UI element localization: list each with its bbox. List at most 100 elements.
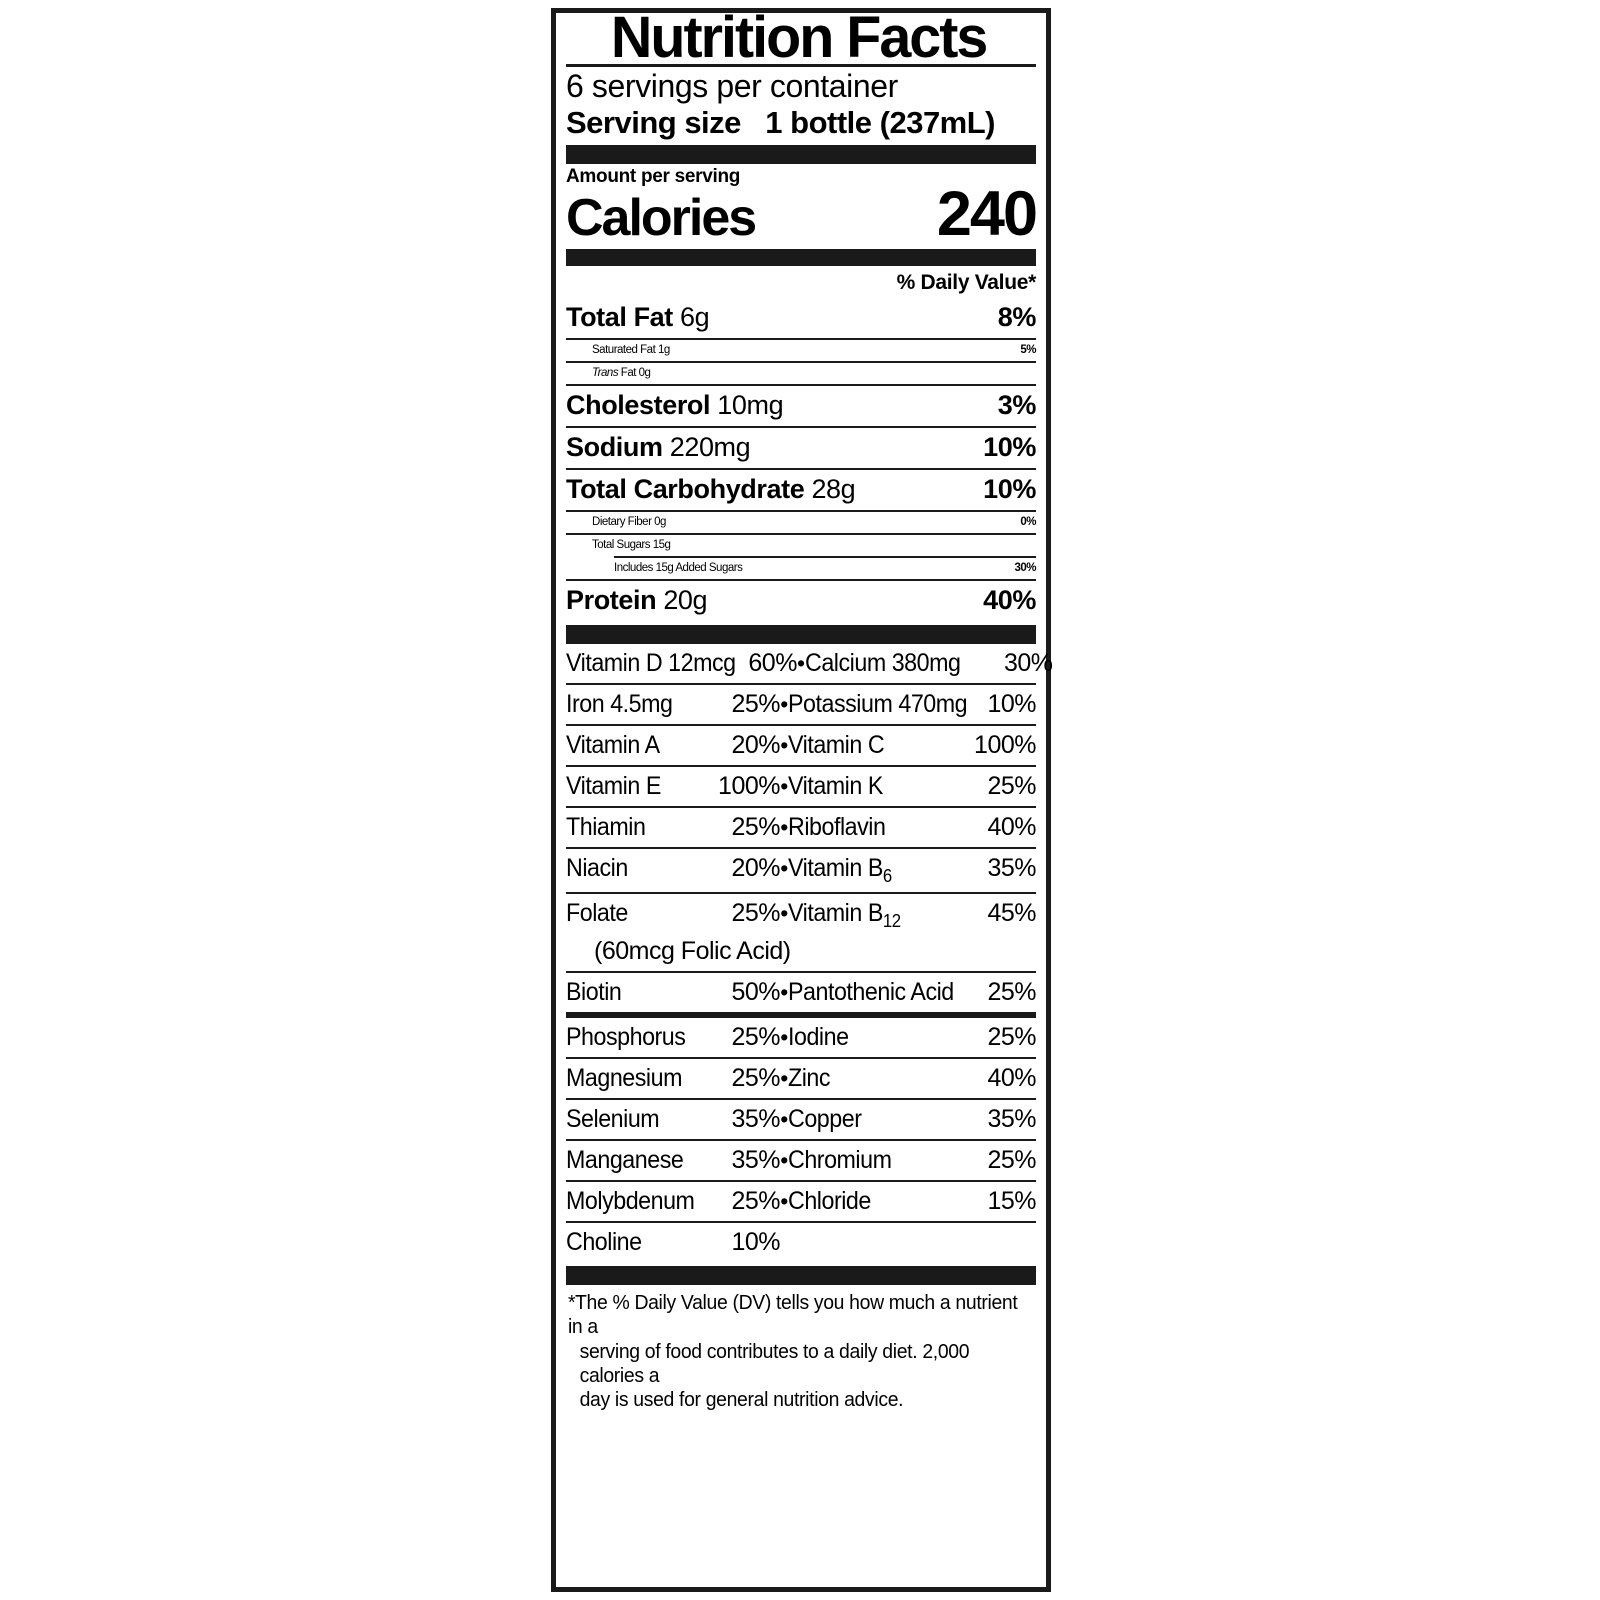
- nutrient-amount: 220mg: [662, 431, 751, 462]
- divider-thick-calories: [566, 248, 1036, 266]
- vitamin-row: Vitamin A 20% • Vitamin C 100%: [566, 726, 1036, 765]
- vitamin-right-percent: 25%: [987, 1022, 1036, 1051]
- vitamin-row-divider: [566, 970, 1036, 973]
- vitamin-left-percent: 35%: [731, 1145, 780, 1174]
- servings-per-container: 6 servings per container: [566, 68, 898, 105]
- divider-thick-footnote: [566, 1265, 1036, 1285]
- vitamin-right-name: Riboflavin: [788, 812, 886, 841]
- folate-folic-acid-note: (60mcg Folic Acid): [594, 936, 791, 965]
- nutrient-name: Trans: [592, 366, 619, 379]
- vitamin-left-percent: 100%: [718, 771, 780, 800]
- daily-value-footnote: *The % Daily Value (DV) tells you how mu…: [566, 1285, 1022, 1413]
- vitamin-left-name: Magnesium: [566, 1063, 683, 1092]
- nutrient-daily-value: 3%: [997, 389, 1037, 420]
- vitamin-row-divider: [566, 805, 1036, 808]
- vitamin-left-percent: 20%: [731, 730, 780, 759]
- vitamin-row: Biotin 50% • Pantothenic Acid 25%: [566, 973, 1036, 1012]
- nutrient-row-divider: [566, 360, 1036, 363]
- vitamin-row-divider: [566, 891, 1036, 894]
- vitamin-right-percent: 35%: [987, 853, 1036, 882]
- nutrient-amount: 20g: [656, 584, 708, 615]
- nutrient-amount: 6g: [672, 301, 710, 332]
- nutrient-daily-value: 10%: [983, 473, 1036, 504]
- vitamin-row-divider: [566, 1220, 1036, 1223]
- vitamin-left-name: Iron 4.5mg: [566, 689, 673, 718]
- bullet-separator-icon: •: [780, 1105, 788, 1132]
- vitamin-row: Niacin 20% • Vitamin B6 35%: [566, 849, 1036, 892]
- vitamin-row: Manganese 35% • Chromium 25%: [566, 1141, 1036, 1180]
- calories-row: Calories 240: [566, 178, 1038, 249]
- vitamin-right-percent: 40%: [987, 812, 1036, 841]
- vitamin-table-primary: Vitamin D 12mcg 60% • Calcium 380mg 30% Iron …: [566, 644, 1053, 1012]
- nutrient-name: Sodium: [566, 431, 663, 462]
- vitamin-left-name: Manganese: [566, 1145, 684, 1174]
- vitamin-row: Choline 10%: [566, 1223, 1036, 1262]
- vitamin-right-subscript: 12: [882, 910, 901, 931]
- vitamin-right-percent: 25%: [987, 1145, 1036, 1174]
- nutrition-facts-label: Nutrition Facts 6 servings per container…: [551, 5, 1053, 1592]
- vitamin-left-name: Vitamin D 12mcg: [566, 648, 736, 677]
- nutrient-row-divider: [566, 532, 1036, 535]
- serving-size-value: 1 bottle (237mL): [765, 105, 996, 141]
- serving-size-row: Serving size 1 bottle (237mL): [566, 105, 1036, 141]
- nutrient-amount: 0g: [651, 515, 666, 528]
- nutrient-daily-value: 40%: [983, 584, 1036, 615]
- nutrient-row-divider: [566, 578, 1036, 581]
- vitamin-left-percent: 20%: [731, 853, 780, 882]
- bullet-separator-icon: •: [796, 649, 805, 676]
- nutrient-row-divider: [566, 509, 1036, 512]
- footnote-asterisk: *: [567, 1291, 576, 1314]
- vitamin-row: Thiamin 25% • Riboflavin 40%: [566, 808, 1036, 847]
- nutrient-daily-value: 5%: [1020, 343, 1036, 356]
- vitamin-right-percent: 10%: [987, 689, 1036, 718]
- daily-value-header: % Daily Value*: [896, 270, 1037, 294]
- vitamin-left-percent: 10%: [731, 1227, 780, 1256]
- nutrient-row: Includes 15g Added Sugars 30%: [566, 558, 1036, 579]
- vitamin-row-divider: [566, 1179, 1036, 1182]
- nutrient-daily-value: 8%: [997, 301, 1037, 332]
- calories-label: Calories: [566, 188, 757, 247]
- vitamin-left-percent: 25%: [731, 812, 780, 841]
- vitamin-right-name: Iodine: [788, 1022, 849, 1051]
- divider-thick-top: [566, 144, 1036, 164]
- vitamin-left-percent: 25%: [731, 1022, 780, 1051]
- vitamin-right-name: Pantothenic Acid: [788, 977, 954, 1006]
- bullet-separator-icon: •: [780, 899, 788, 926]
- vitamin-left-percent: 25%: [731, 689, 780, 718]
- nutrient-name: Dietary Fiber: [592, 515, 652, 528]
- bullet-separator-icon: •: [780, 1064, 788, 1091]
- vitamin-right-percent: 25%: [987, 771, 1036, 800]
- nutrient-row-divider: [566, 383, 1036, 386]
- calories-value: 240: [936, 178, 1038, 249]
- vitamin-row: Vitamin D 12mcg 60% • Calcium 380mg 30%: [566, 644, 1053, 683]
- vitamin-left-name: Biotin: [566, 977, 622, 1006]
- vitamin-row: Phosphorus 25% • Iodine 25%: [566, 1018, 1036, 1057]
- nutrient-amount: 1g: [655, 343, 670, 356]
- vitamin-row-divider: [566, 846, 1036, 849]
- vitamin-row-divider: [566, 1097, 1036, 1100]
- vitamin-row: Vitamin E 100% • Vitamin K 25%: [566, 767, 1036, 806]
- nutrient-name: Total Sugars: [592, 538, 651, 551]
- nutrient-row: Dietary Fiber 0g 0%: [566, 512, 1036, 533]
- nutrient-row: Cholesterol 10mg 3%: [566, 386, 1036, 426]
- vitamin-row: Molybdenum 25% • Chloride 15%: [566, 1182, 1036, 1221]
- nutrient-name: Total Carbohydrate: [566, 473, 805, 504]
- nutrient-amount: 15g: [650, 538, 671, 551]
- vitamin-right-name: Copper: [788, 1104, 862, 1133]
- footnote-line-1: The % Daily Value (DV) tells you how muc…: [567, 1291, 1018, 1339]
- nutrient-name-amount: Dietary Fiber 0g: [592, 516, 666, 528]
- nutrient-name: Total Fat: [566, 301, 673, 332]
- vitamin-right-percent: 15%: [987, 1186, 1036, 1215]
- vitamin-right-percent: 45%: [987, 898, 1036, 927]
- page-title: Nutrition Facts: [610, 5, 988, 70]
- nutrient-row: Total Sugars 15g: [566, 535, 1036, 556]
- amount-per-serving-label: Amount per serving: [566, 165, 741, 187]
- vitamin-right-name: Potassium 470mg: [788, 689, 968, 718]
- vitamin-row-divider: [566, 723, 1036, 726]
- vitamin-row-divider: [566, 1056, 1036, 1059]
- nutrient-name: Cholesterol: [566, 389, 711, 420]
- bullet-separator-icon: •: [780, 1146, 788, 1173]
- vitamin-row-divider: [566, 1138, 1036, 1141]
- vitamin-right-percent: 100%: [974, 730, 1036, 759]
